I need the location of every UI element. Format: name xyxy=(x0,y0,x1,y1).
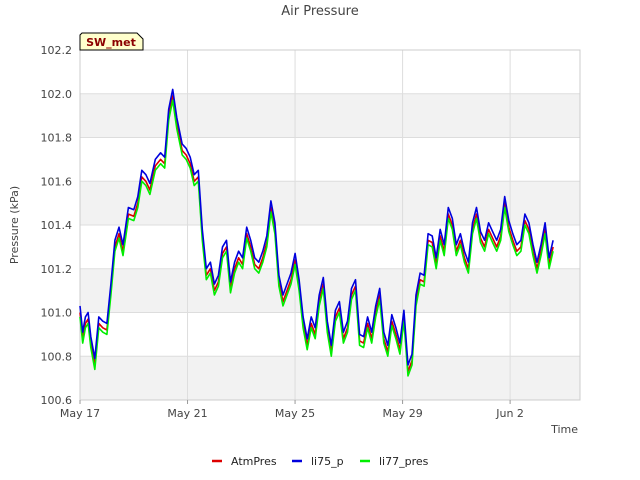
legend-label: li75_p xyxy=(311,455,344,468)
badge-label: SW_met xyxy=(86,36,136,49)
y-tick-label: 101.0 xyxy=(41,307,73,320)
y-axis-ticks: 100.6 100.8 101.0 101.2 101.4 101.6 101.8 102.0… xyxy=(41,44,73,407)
badge-box xyxy=(79,32,144,51)
x-tick-label: Jun 2 xyxy=(495,407,524,420)
x-axis-label: Time xyxy=(550,423,578,436)
legend-item-atmpres: AtmPres xyxy=(212,455,277,468)
station-badge: SW_met xyxy=(79,32,144,51)
grid-band xyxy=(80,181,580,225)
y-tick-label: 102.0 xyxy=(41,88,73,101)
x-tick-label: May 21 xyxy=(167,407,207,420)
y-tick-label: 101.6 xyxy=(41,175,73,188)
y-tick-label: 101.2 xyxy=(41,263,73,276)
grid-band xyxy=(80,93,580,138)
legend: AtmPres li75_p li77_pres xyxy=(212,455,429,468)
grid-band xyxy=(80,356,580,400)
legend-label: AtmPres xyxy=(231,455,277,468)
y-tick-label: 101.8 xyxy=(41,132,73,145)
y-tick-label: 100.8 xyxy=(41,350,73,363)
y-tick-label: 101.4 xyxy=(41,219,73,232)
y-tick-label: 100.6 xyxy=(41,394,73,407)
legend-item-li77_pres: li77_pres xyxy=(360,455,429,468)
y-axis-label: Pressure (kPa) xyxy=(8,186,21,264)
grid-band xyxy=(80,268,580,313)
y-tick-label: 102.2 xyxy=(41,44,73,57)
legend-label: li77_pres xyxy=(379,455,429,468)
x-tick-label: May 25 xyxy=(275,407,315,420)
x-axis-ticks: May 17 May 21 May 25 May 29 Jun 2 xyxy=(60,400,524,420)
x-tick-label: May 29 xyxy=(382,407,422,420)
series-line-li75_p xyxy=(79,88,554,366)
chart-title: Air Pressure xyxy=(281,4,359,19)
legend-item-li75_p: li75_p xyxy=(292,455,344,468)
x-tick-label: May 17 xyxy=(60,407,100,420)
series-lines xyxy=(79,88,554,377)
plot-frame xyxy=(79,49,581,401)
series-line-li77_pres xyxy=(79,99,554,377)
grid-lines xyxy=(79,49,581,401)
